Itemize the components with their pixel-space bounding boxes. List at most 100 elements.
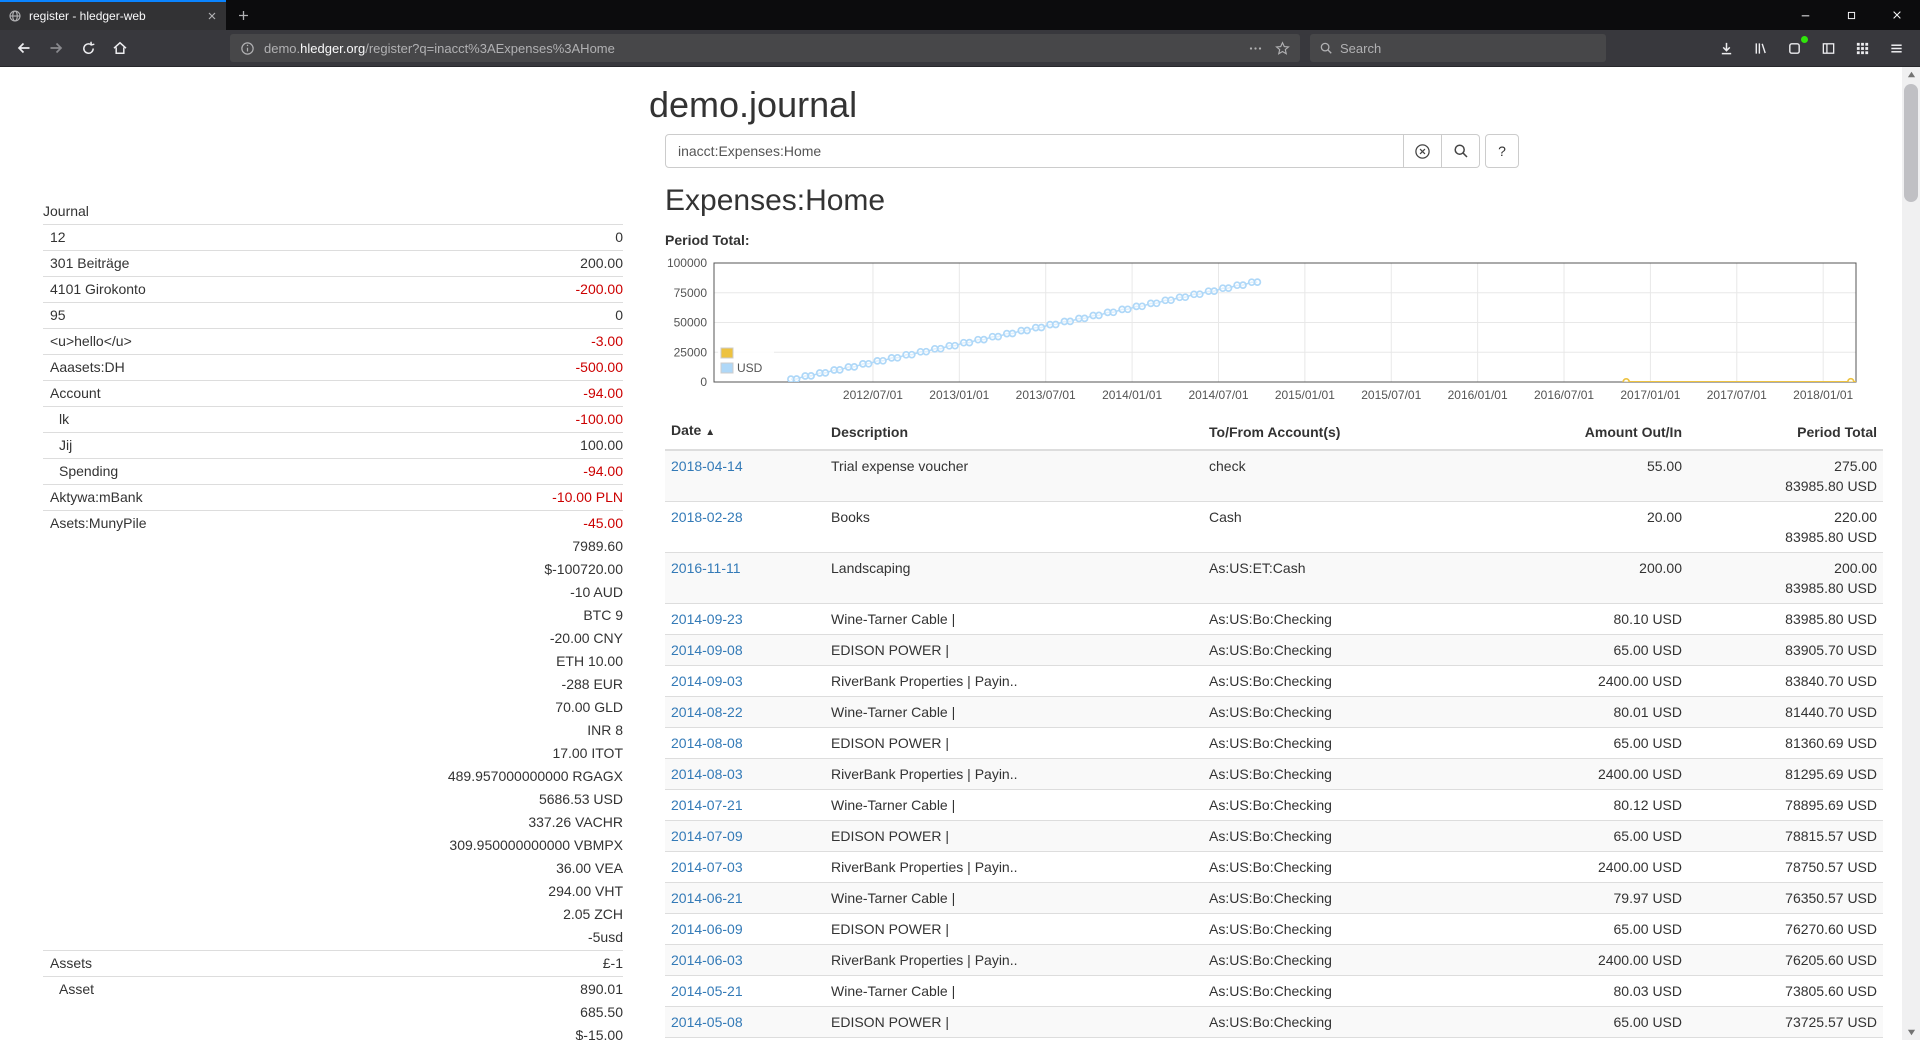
page-content: Journal 12 0 301 Beiträge 200.00 4101 Giroko… xyxy=(0,67,1902,1040)
register-amount: 2400.00 USD xyxy=(1533,1037,1688,1040)
clear-search-button[interactable] xyxy=(1404,134,1442,168)
sidebar-journal-link[interactable]: Journal xyxy=(43,203,89,219)
register-date-link[interactable]: 2014-07-03 xyxy=(671,859,743,875)
register-date-link[interactable]: 2014-08-08 xyxy=(671,735,743,751)
register-amount: 65.00 USD xyxy=(1533,820,1688,852)
sidebar-account-link[interactable]: Jij xyxy=(59,437,73,453)
minimize-button[interactable] xyxy=(1782,0,1828,30)
balance-amount: 890.01 xyxy=(580,981,623,997)
sidebar-account-link[interactable]: 301 Beiträge xyxy=(50,255,130,271)
register-date-link[interactable]: 2014-06-21 xyxy=(671,890,743,906)
register-date-link[interactable]: 2014-08-22 xyxy=(671,704,743,720)
sidebars-button[interactable] xyxy=(1812,33,1844,63)
register-total: 73805.60 USD xyxy=(1688,975,1883,1007)
balance-amount: -3.00 xyxy=(591,333,623,349)
sidebar-account-balance: 200.00 xyxy=(129,252,623,275)
browser-tab[interactable]: register - hledger-web xyxy=(0,0,226,30)
back-button[interactable] xyxy=(8,33,40,63)
balance-amount: 0 xyxy=(615,229,623,245)
downloads-button[interactable] xyxy=(1710,33,1742,63)
sidebar-account-link[interactable]: Asset xyxy=(59,981,95,997)
sidebar-account-link[interactable]: Account xyxy=(50,385,101,401)
scrollbar-up-icon[interactable] xyxy=(1907,67,1916,82)
new-tab-button[interactable] xyxy=(226,0,260,30)
balance-amount: 337.26 VACHR xyxy=(528,814,623,830)
help-button[interactable]: ? xyxy=(1485,134,1519,168)
register-amount: 65.00 USD xyxy=(1533,913,1688,945)
url-subdomain: demo. xyxy=(264,40,301,56)
sidebar-account-link[interactable]: 4101 Girokonto xyxy=(50,281,146,297)
register-date-link[interactable]: 2014-09-03 xyxy=(671,673,743,689)
page-actions-icon[interactable] xyxy=(1248,41,1263,56)
register-account: As:US:Bo:Checking xyxy=(1203,820,1533,852)
sidebar-account-link[interactable]: Asets:MunyPile xyxy=(50,515,147,531)
home-button[interactable] xyxy=(104,33,136,63)
register-row: 2014-05-08 EDISON POWER | As:US:Bo:Checkin… xyxy=(665,1006,1883,1038)
register-description: Trial expense voucher xyxy=(825,450,1203,502)
register-search-input[interactable] xyxy=(665,134,1404,168)
sidebar-account-link[interactable]: <u>hello</u> xyxy=(50,333,132,349)
register-date-link[interactable]: 2014-05-08 xyxy=(671,1014,743,1030)
browser-search-bar[interactable] xyxy=(1310,34,1606,62)
register-amount: 2400.00 USD xyxy=(1533,665,1688,697)
register-date-link[interactable]: 2014-09-08 xyxy=(671,642,743,658)
col-account[interactable]: To/From Account(s) xyxy=(1203,414,1533,451)
plus-icon xyxy=(237,9,250,22)
balance-amount: 0 xyxy=(615,307,623,323)
register-date-link[interactable]: 2016-11-11 xyxy=(671,560,741,576)
search-button[interactable] xyxy=(1442,134,1480,168)
library-button[interactable] xyxy=(1744,33,1776,63)
scrollbar-thumb[interactable] xyxy=(1904,84,1918,202)
close-button[interactable] xyxy=(1874,0,1920,30)
sidebar-account-link[interactable]: Spending xyxy=(59,463,119,479)
register-description: Wine-Tarner Cable | xyxy=(825,603,1203,635)
browser-search-input[interactable] xyxy=(1340,40,1597,56)
forward-button[interactable] xyxy=(40,33,72,63)
sidebar-account-link[interactable]: Aaasets:DH xyxy=(50,359,125,375)
register-row: 2014-08-03 RiverBank Properties | Payin..… xyxy=(665,758,1883,790)
sidebar-account-balance: 0 xyxy=(66,226,623,249)
url-bar[interactable]: demo.hledger.org/register?q=inacct%3AExp… xyxy=(230,34,1300,62)
register-amount: 80.12 USD xyxy=(1533,789,1688,821)
col-amount[interactable]: Amount Out/In xyxy=(1533,414,1688,451)
menu-button[interactable] xyxy=(1880,33,1912,63)
tab-close-icon[interactable] xyxy=(206,10,218,22)
scrollbar-down-icon[interactable] xyxy=(1907,1025,1916,1040)
sidebar-account-link[interactable]: Aktywa:mBank xyxy=(50,489,143,505)
sidebar-account-link[interactable]: Assets xyxy=(50,955,93,971)
sidebar-account-link[interactable]: lk xyxy=(59,411,70,427)
sidebar-account-row: 95 0 xyxy=(43,303,623,329)
register-amount: 65.00 USD xyxy=(1533,1006,1688,1038)
svg-text:2014/01/01: 2014/01/01 xyxy=(1102,388,1162,402)
register-date-link[interactable]: 2014-07-09 xyxy=(671,828,743,844)
register-account: As:US:ET:Cash xyxy=(1203,552,1533,604)
register-date-link[interactable]: 2014-09-23 xyxy=(671,611,743,627)
register-date-link[interactable]: 2014-08-03 xyxy=(671,766,743,782)
reload-button[interactable] xyxy=(72,33,104,63)
extension-button[interactable] xyxy=(1778,33,1810,63)
col-date[interactable]: Date ▲ xyxy=(665,414,825,451)
col-description[interactable]: Description xyxy=(825,414,1203,451)
balance-amount: 7989.60 xyxy=(572,538,623,554)
col-period-total[interactable]: Period Total xyxy=(1688,414,1883,451)
register-account: As:US:Bo:Checking xyxy=(1203,665,1533,697)
register-date-link[interactable]: 2014-06-03 xyxy=(671,952,743,968)
maximize-button[interactable] xyxy=(1828,0,1874,30)
magnifier-icon xyxy=(1453,143,1469,159)
site-info-icon[interactable] xyxy=(240,41,255,56)
register-date-link[interactable]: 2014-05-21 xyxy=(671,983,743,999)
page-scrollbar[interactable] xyxy=(1902,67,1920,1040)
register-date-link[interactable]: 2014-07-21 xyxy=(671,797,743,813)
register-date-link[interactable]: 2018-02-28 xyxy=(671,509,743,525)
sidebar-account-link[interactable]: 12 xyxy=(50,229,66,245)
apps-grid-button[interactable] xyxy=(1846,33,1878,63)
register-date-link[interactable]: 2018-04-14 xyxy=(671,458,743,474)
register-date-link[interactable]: 2014-06-09 xyxy=(671,921,743,937)
bookmark-star-icon[interactable] xyxy=(1275,40,1290,56)
sidebar-account-balance: -3.00 xyxy=(132,330,623,353)
url-text[interactable]: demo.hledger.org/register?q=inacct%3AExp… xyxy=(264,41,1239,56)
svg-text:2018/01/01: 2018/01/01 xyxy=(1793,388,1853,402)
extension-badge xyxy=(1800,35,1809,44)
sidebar-account-link[interactable]: 95 xyxy=(50,307,66,323)
